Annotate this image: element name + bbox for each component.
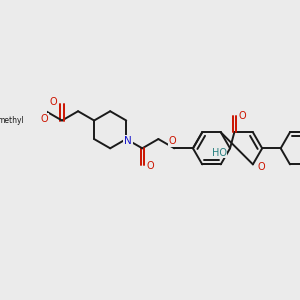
Text: O: O [40,114,48,124]
Text: O: O [239,111,247,121]
Text: O: O [169,136,176,146]
Text: O: O [147,161,154,171]
Text: N: N [124,136,132,146]
Text: O: O [50,98,57,107]
Text: methyl: methyl [0,116,24,125]
Text: HO: HO [212,148,226,158]
Text: O: O [257,162,265,172]
